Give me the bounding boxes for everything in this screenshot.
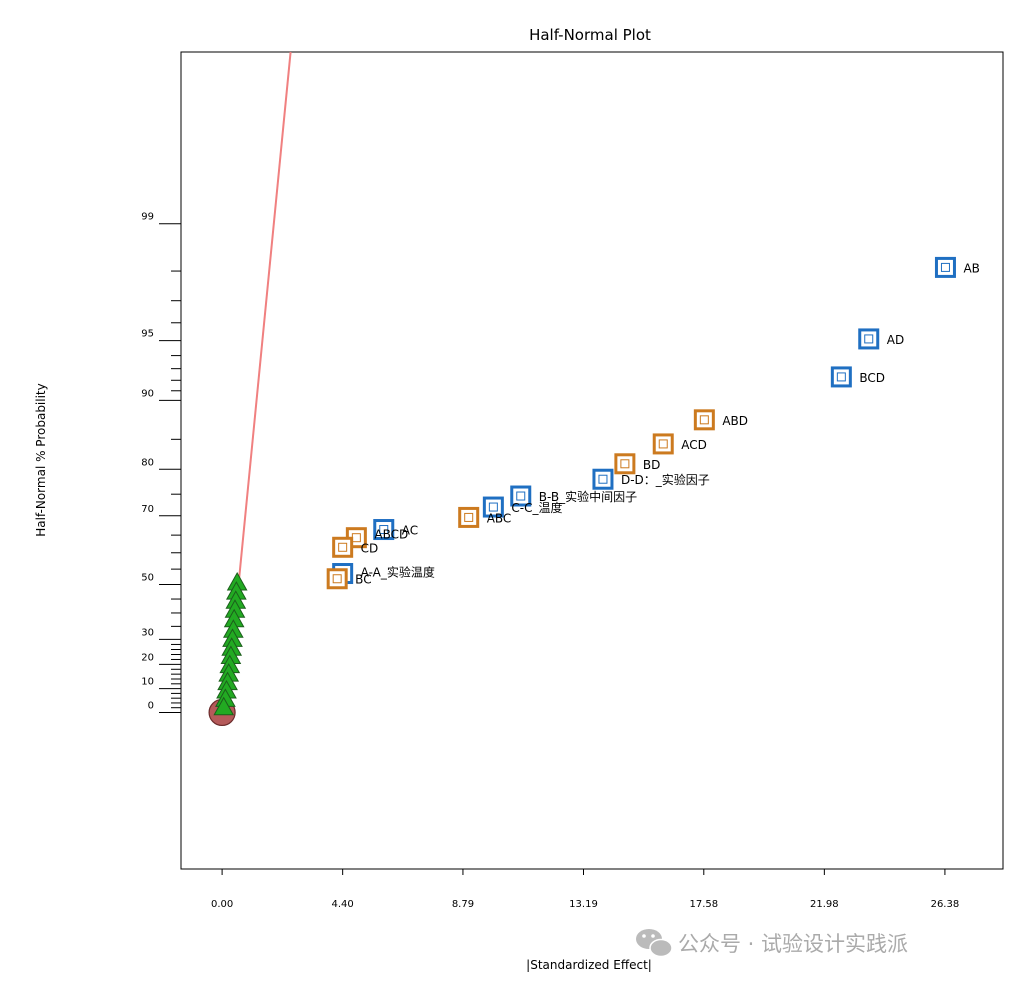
point-label: BD <box>643 458 660 472</box>
point-square-inner <box>864 334 874 344</box>
point-label: BCD <box>859 371 885 385</box>
point-label: ABCD <box>374 528 408 542</box>
y-tick-label: 30 <box>141 627 154 638</box>
x-tick-label: 21.98 <box>810 899 839 910</box>
y-tick-label: 80 <box>141 457 154 468</box>
data-points <box>208 256 956 727</box>
point-square-inner <box>516 491 526 501</box>
x-axis-title: |Standardized Effect| <box>526 958 652 972</box>
point-square-inner <box>332 574 342 584</box>
plot-frame <box>180 51 1004 870</box>
point-label: ABC <box>487 511 512 525</box>
point-label: AC <box>402 524 418 538</box>
y-tick-label: 70 <box>141 504 154 515</box>
y-axis: 0 10 20 30 50 70 80 90 95 99 <box>141 212 181 713</box>
point-square-inner <box>598 474 608 484</box>
x-tick-label: 13.19 <box>569 899 598 910</box>
y-tick-label: 95 <box>141 329 154 340</box>
wechat-icon <box>636 929 673 958</box>
point-label: ABD <box>722 414 748 428</box>
watermark-text: 公众号 · 试验设计实践派 <box>678 932 908 956</box>
point-label: A-A_实验温度 <box>361 565 435 580</box>
y-axis-title: Half-Normal % Probability <box>34 383 48 537</box>
point-square-inner <box>836 372 846 382</box>
chart-title: Half-Normal Plot <box>529 26 651 44</box>
point-triangle <box>213 696 235 716</box>
y-tick-label: 20 <box>141 652 154 663</box>
y-tick-label: 99 <box>141 212 154 223</box>
point-label: D-D：_实验因子 <box>621 472 710 487</box>
x-axis: 0.00 4.40 8.79 13.19 17.58 21.98 26.38 <box>211 869 959 910</box>
y-tick-label: 0 <box>148 700 154 711</box>
x-tick-label: 26.38 <box>931 899 960 910</box>
y-tick-label: 50 <box>141 572 154 583</box>
point-label: AD <box>887 333 904 347</box>
x-tick-label: 8.79 <box>452 899 474 910</box>
point-label: ACD <box>681 438 707 452</box>
point-label: AB <box>963 261 979 275</box>
reference-line <box>237 51 292 585</box>
x-tick-label: 4.40 <box>332 899 354 910</box>
point-square-inner <box>379 525 389 535</box>
point-square-inner <box>699 415 709 425</box>
point-label: BC <box>355 573 371 587</box>
y-tick-label: 10 <box>141 677 154 688</box>
point-square-inner <box>338 542 348 552</box>
point-label: C-C_温度 <box>511 500 562 515</box>
x-tick-label: 17.58 <box>689 899 718 910</box>
y-tick-label: 90 <box>141 388 154 399</box>
point-square-inner <box>940 262 950 272</box>
point-label: B-B_实验中间因子 <box>539 489 637 504</box>
point-square-inner <box>464 512 474 522</box>
point-square-inner <box>658 439 668 449</box>
watermark: 公众号 · 试验设计实践派 <box>636 929 908 958</box>
point-square-inner <box>488 502 498 512</box>
point-label: CD <box>361 541 379 555</box>
x-tick-label: 0.00 <box>211 899 233 910</box>
point-square-inner <box>351 533 361 543</box>
point-square-inner <box>620 459 630 469</box>
